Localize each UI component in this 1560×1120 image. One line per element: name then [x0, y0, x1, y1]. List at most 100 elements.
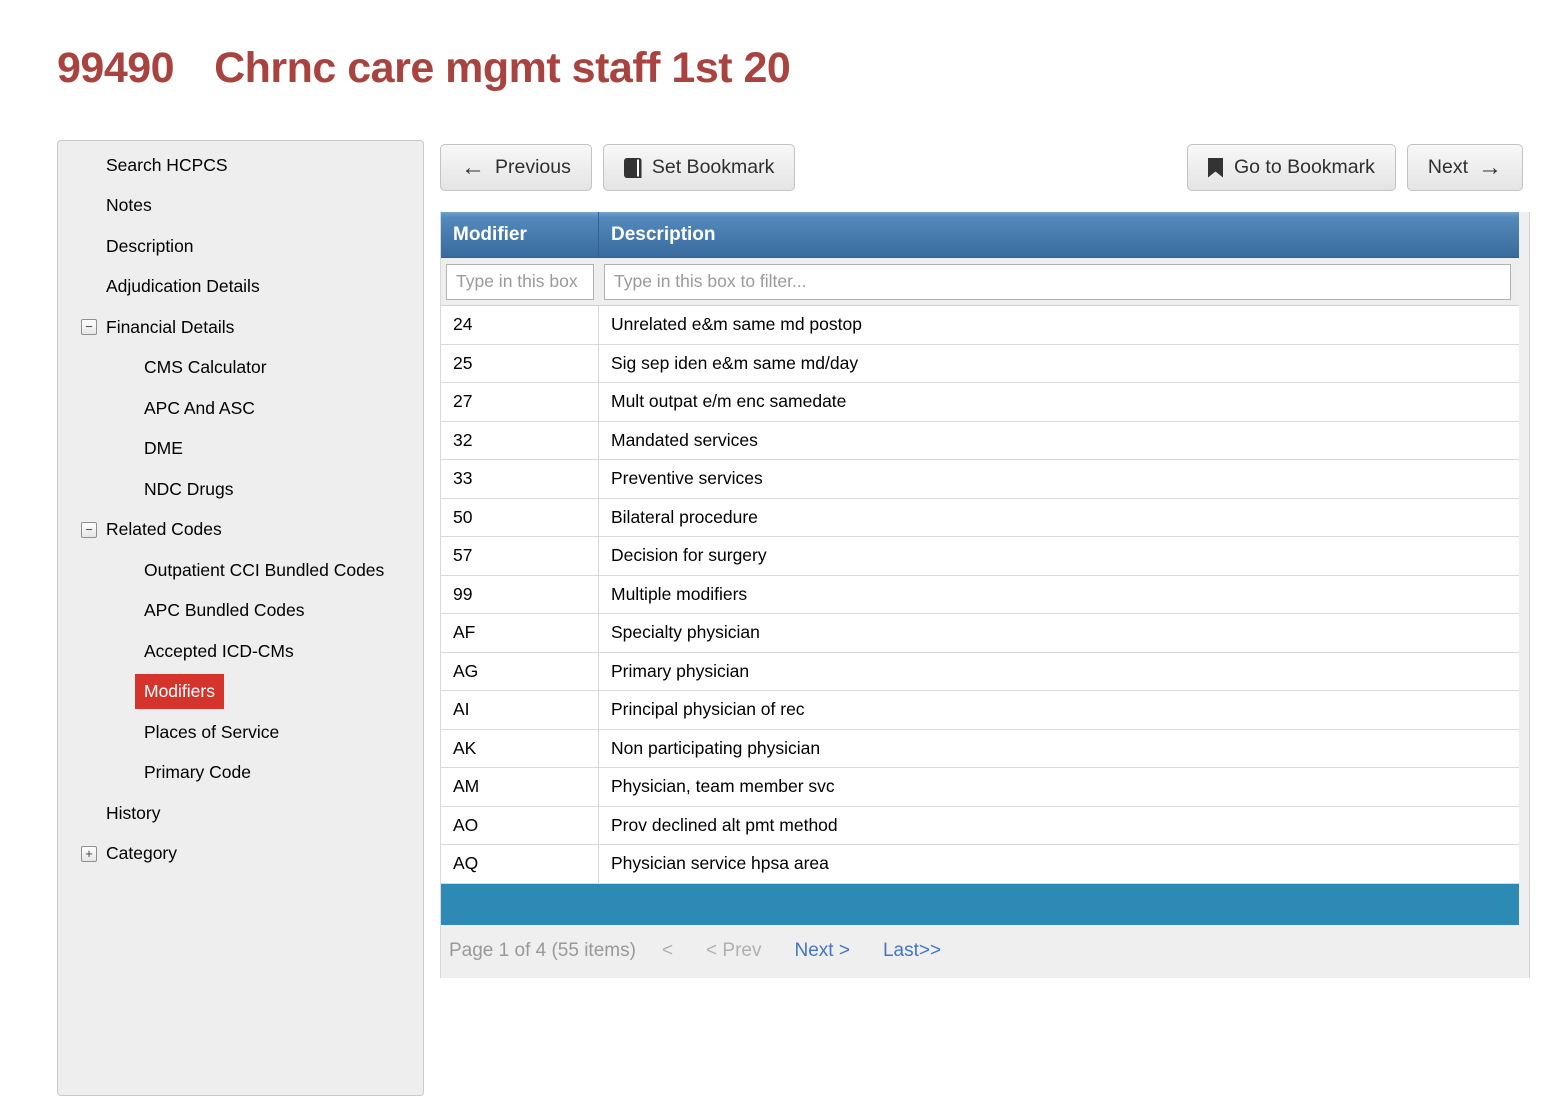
- column-header-description[interactable]: Description: [611, 223, 716, 245]
- grid-scroll-area: Modifier Description 24 Unrelated e&m sam…: [441, 212, 1519, 925]
- cell-modifier: 25: [441, 344, 599, 382]
- table-row[interactable]: 33 Preventive services: [441, 460, 1519, 499]
- table-row[interactable]: AF Specialty physician: [441, 614, 1519, 653]
- cell-description: Principal physician of rec: [611, 699, 805, 720]
- cell-description: Bilateral procedure: [611, 506, 758, 527]
- sidebar-item-label: DME: [144, 438, 183, 459]
- sidebar-item-outpatient-cci-bundled-codes[interactable]: Outpatient CCI Bundled Codes: [58, 550, 423, 591]
- table-row[interactable]: AG Primary physician: [441, 652, 1519, 691]
- table-row[interactable]: 27 Mult outpat e/m enc samedate: [441, 383, 1519, 422]
- sidebar-item-label: Accepted ICD-CMs: [144, 640, 294, 661]
- cell-description: Mandated services: [611, 429, 758, 450]
- expand-icon[interactable]: +: [81, 845, 97, 862]
- sidebar-item-financial-details[interactable]: − Financial Details: [58, 307, 423, 348]
- cell-description: Mult outpat e/m enc samedate: [611, 391, 847, 412]
- sidebar-item-label: History: [106, 802, 161, 823]
- page-title: 99490 Chrnc care mgmt staff 1st 20: [57, 44, 791, 93]
- cell-description: Prov declined alt pmt method: [611, 814, 838, 835]
- sidebar-item-label: Outpatient CCI Bundled Codes: [144, 559, 385, 580]
- sidebar-item-category[interactable]: + Category: [58, 834, 423, 875]
- left-arrow-icon: ←: [461, 153, 485, 181]
- cell-description: Unrelated e&m same md postop: [611, 314, 862, 335]
- hcpcs-description: Chrnc care mgmt staff 1st 20: [214, 44, 791, 92]
- cell-modifier: AQ: [441, 845, 599, 883]
- cell-description: Non participating physician: [611, 737, 821, 758]
- sidebar-item-ndc-drugs[interactable]: NDC Drugs: [58, 469, 423, 510]
- sidebar-item-label: NDC Drugs: [144, 478, 234, 499]
- description-filter-input[interactable]: [604, 263, 1511, 300]
- sidebar-item-label: CMS Calculator: [144, 357, 267, 378]
- sidebar-item-primary-code[interactable]: Primary Code: [58, 753, 423, 794]
- sidebar-item-label: Description: [106, 235, 194, 256]
- table-row[interactable]: AQ Physician service hpsa area: [441, 845, 1519, 884]
- cell-modifier: AK: [441, 729, 599, 767]
- table-row[interactable]: AI Principal physician of rec: [441, 691, 1519, 730]
- table-row[interactable]: AK Non participating physician: [441, 729, 1519, 768]
- cell-description: Decision for surgery: [611, 545, 767, 566]
- sidebar-item-cms-calculator[interactable]: CMS Calculator: [58, 348, 423, 389]
- sidebar-item-description[interactable]: Description: [58, 226, 423, 267]
- sidebar-item-dme[interactable]: DME: [58, 429, 423, 470]
- column-header-modifier[interactable]: Modifier: [441, 212, 599, 257]
- cell-modifier: 57: [441, 537, 599, 575]
- table-row[interactable]: AO Prov declined alt pmt method: [441, 806, 1519, 845]
- cell-modifier: 24: [441, 306, 599, 344]
- pagination-last[interactable]: Last>>: [882, 940, 942, 961]
- cell-description: Specialty physician: [611, 622, 760, 643]
- table-row[interactable]: 32 Mandated services: [441, 421, 1519, 460]
- set-bookmark-button[interactable]: Set Bookmark: [602, 144, 796, 191]
- table-row[interactable]: 99 Multiple modifiers: [441, 575, 1519, 614]
- table-row[interactable]: 57 Decision for surgery: [441, 537, 1519, 576]
- cell-description: Physician, team member svc: [611, 776, 835, 797]
- table-body: 24 Unrelated e&m same md postop 25 Sig sep …: [441, 306, 1519, 884]
- cell-modifier: 32: [441, 421, 599, 459]
- sidebar-item-modifiers[interactable]: Modifiers: [58, 672, 423, 713]
- hcpcs-code: 99490: [57, 44, 175, 92]
- cell-modifier: 50: [441, 498, 599, 536]
- cell-modifier: AG: [441, 652, 599, 690]
- sidebar-item-label: Modifiers: [135, 674, 224, 710]
- sidebar-item-apc-bundled-codes[interactable]: APC Bundled Codes: [58, 591, 423, 632]
- table-row[interactable]: 24 Unrelated e&m same md postop: [441, 306, 1519, 345]
- cell-modifier: 33: [441, 460, 599, 498]
- sidebar-item-search-hcpcs[interactable]: Search HCPCS: [58, 145, 423, 186]
- sidebar: Search HCPCS Notes Description Adjudication…: [57, 140, 424, 1096]
- right-arrow-icon: →: [1478, 153, 1502, 181]
- sidebar-item-adjudication-details[interactable]: Adjudication Details: [58, 267, 423, 308]
- table-row[interactable]: AM Physician, team member svc: [441, 768, 1519, 807]
- cell-description: Primary physician: [611, 660, 750, 681]
- sidebar-item-label: Adjudication Details: [106, 276, 260, 297]
- bookmark-icon: [1208, 157, 1224, 178]
- modifier-filter-input[interactable]: [446, 263, 594, 300]
- go-to-bookmark-button[interactable]: Go to Bookmark: [1187, 144, 1396, 191]
- sidebar-item-label: Places of Service: [144, 721, 280, 742]
- collapse-icon[interactable]: −: [81, 521, 97, 538]
- sidebar-item-label: APC Bundled Codes: [144, 600, 305, 621]
- sidebar-item-history[interactable]: History: [58, 793, 423, 834]
- sidebar-item-related-codes[interactable]: − Related Codes: [58, 510, 423, 551]
- go-to-bookmark-button-label: Go to Bookmark: [1234, 156, 1375, 178]
- sidebar-item-label: Financial Details: [106, 316, 235, 337]
- previous-button[interactable]: ← Previous: [440, 144, 592, 191]
- table-row[interactable]: 25 Sig sep iden e&m same md/day: [441, 344, 1519, 383]
- next-button-label: Next: [1427, 156, 1468, 178]
- sidebar-item-label: Search HCPCS: [106, 154, 228, 175]
- set-bookmark-button-label: Set Bookmark: [651, 156, 775, 178]
- sidebar-item-places-of-service[interactable]: Places of Service: [58, 712, 423, 753]
- modifiers-grid: Modifier Description 24 Unrelated e&m sam…: [440, 212, 1530, 978]
- pagination-first[interactable]: <: [661, 940, 674, 961]
- sidebar-item-accepted-icd-cms[interactable]: Accepted ICD-CMs: [58, 631, 423, 672]
- collapse-icon[interactable]: −: [81, 319, 97, 336]
- sidebar-item-notes[interactable]: Notes: [58, 186, 423, 227]
- sidebar-item-apc-and-asc[interactable]: APC And ASC: [58, 388, 423, 429]
- pagination-next[interactable]: Next >: [794, 940, 850, 961]
- grid-header: Modifier Description: [441, 212, 1519, 258]
- table-row[interactable]: 50 Bilateral procedure: [441, 498, 1519, 537]
- pagination-prev[interactable]: < Prev: [706, 940, 762, 961]
- pagination-links: < < Prev Next > Last>>: [662, 940, 941, 962]
- toolbar-left-group: ← Previous Set Bookmark: [440, 144, 796, 191]
- cell-modifier: 99: [441, 575, 599, 613]
- next-button[interactable]: Next →: [1406, 144, 1523, 191]
- grid-footer-bar: [441, 883, 1519, 925]
